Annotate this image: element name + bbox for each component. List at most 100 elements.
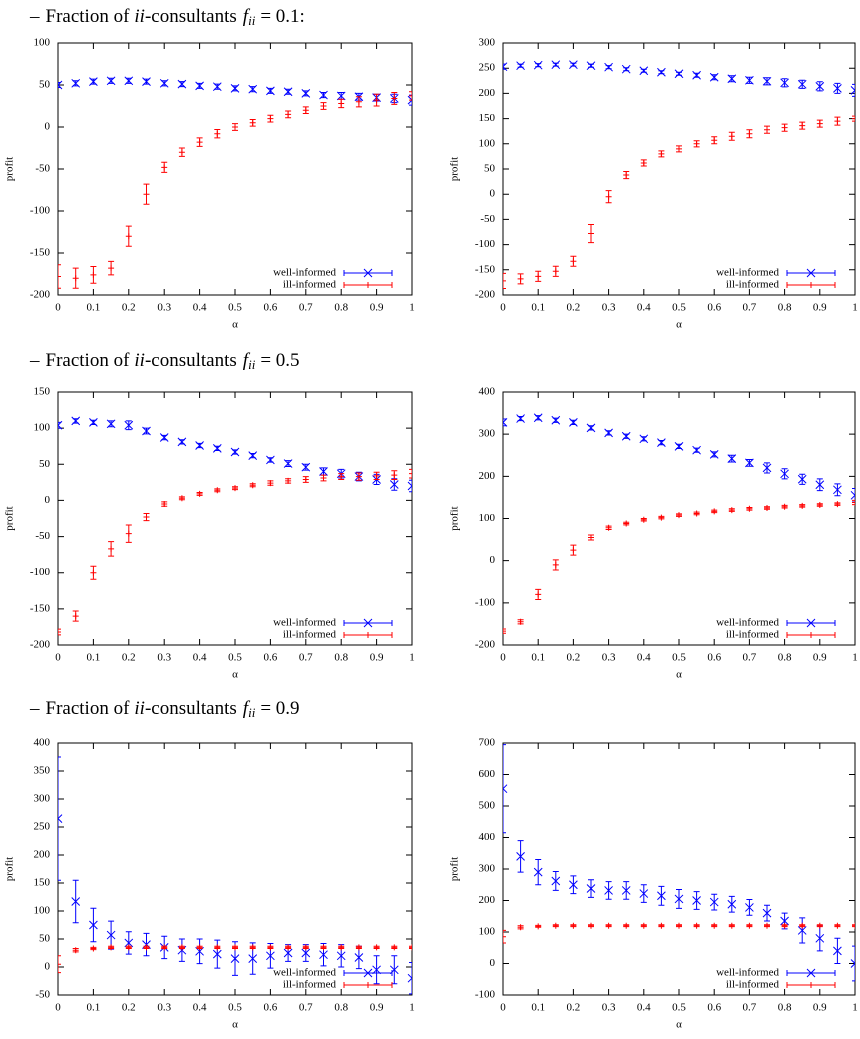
x-tick-label: 0.4 xyxy=(193,652,207,664)
data-point xyxy=(852,922,855,929)
data-point xyxy=(124,938,134,948)
chart: -50 0 50 100 150 200 250 300 350 400 0 0.1 0.2 0.3 0.4… xyxy=(4,737,415,1031)
data-point xyxy=(621,431,631,441)
plot-frame xyxy=(57,391,413,646)
chart: -200 -100 0 100 200 300 400 0 0.1 0.2 0.3 0.4 0.5 0.6… xyxy=(449,386,858,681)
data-point xyxy=(516,852,525,861)
data-point xyxy=(267,115,274,122)
x-tick-label: 0.5 xyxy=(672,652,686,664)
data-point xyxy=(570,922,577,929)
x-tick-label: 0.5 xyxy=(672,1002,686,1014)
data-point xyxy=(503,277,506,284)
chart: -100 0 100 200 300 400 500 600 700 0 0.1 0.2 0.3 0.4 0… xyxy=(449,737,858,1031)
data-point xyxy=(71,78,81,88)
y-tick-label: 150 xyxy=(34,877,51,889)
data-point xyxy=(391,472,398,479)
data-point xyxy=(692,896,701,905)
error-bar xyxy=(58,421,61,429)
x-tick-label: 0.3 xyxy=(157,652,171,664)
data-point xyxy=(623,172,630,179)
y-tick-label: -100 xyxy=(30,205,51,217)
data-point xyxy=(569,60,578,70)
y-tick-label: 50 xyxy=(39,933,51,945)
error-bar xyxy=(409,94,412,106)
data-point xyxy=(301,462,311,472)
data-point xyxy=(196,490,203,497)
x-tick-label: 0.9 xyxy=(813,1002,827,1014)
legend-label: well-informed xyxy=(273,617,336,629)
data-point xyxy=(71,897,81,906)
heading-part: – xyxy=(29,6,40,27)
data-point xyxy=(674,69,684,79)
data-point xyxy=(727,74,737,84)
data-point xyxy=(676,922,682,929)
x-tick-label: 0.5 xyxy=(228,302,242,314)
data-point xyxy=(799,122,806,129)
data-point xyxy=(746,922,753,929)
x-tick-label: 1 xyxy=(409,652,415,664)
data-point xyxy=(570,547,577,554)
x-tick-label: 0.2 xyxy=(122,302,136,314)
y-tick-label: -50 xyxy=(35,163,50,175)
data-point xyxy=(301,89,311,98)
x-tick-label: 1 xyxy=(852,1002,858,1014)
data-point xyxy=(391,944,398,951)
data-point xyxy=(232,124,238,130)
data-point xyxy=(692,70,701,80)
data-point xyxy=(762,463,772,473)
heading-part: Fraction of xyxy=(46,350,131,371)
data-point xyxy=(248,84,258,94)
x-tick-label: 0.9 xyxy=(370,302,384,314)
data-point xyxy=(161,944,168,951)
error-bar xyxy=(503,929,506,944)
data-point xyxy=(503,628,506,635)
data-point xyxy=(266,86,275,96)
x-tick-label: 0.3 xyxy=(602,1002,616,1014)
plot-area xyxy=(503,60,855,289)
data-point xyxy=(833,946,842,956)
y-tick-label: 250 xyxy=(479,62,496,74)
data-point xyxy=(283,87,293,97)
data-point xyxy=(517,618,524,625)
x-tick-label: 0.4 xyxy=(637,1002,651,1014)
data-point xyxy=(711,508,718,515)
y-tick-label: 0 xyxy=(45,494,51,506)
legend-marker xyxy=(365,282,371,288)
y-axis-label: profit xyxy=(4,857,16,881)
data-point xyxy=(657,67,666,77)
data-point xyxy=(407,95,412,105)
data-point xyxy=(58,628,61,635)
legend-marker xyxy=(365,632,371,638)
x-tick-label: 0.2 xyxy=(567,302,581,314)
data-point xyxy=(535,591,542,598)
data-point xyxy=(693,922,700,929)
heading-part: Fraction of xyxy=(46,6,131,27)
data-point xyxy=(161,501,168,508)
data-point xyxy=(762,76,772,86)
legend-label: ill-informed xyxy=(726,279,780,291)
heading-part: – xyxy=(29,350,40,371)
x-axis-label: α xyxy=(676,669,682,681)
plot-area xyxy=(58,416,412,636)
data-point xyxy=(58,273,61,280)
data-point xyxy=(552,268,559,275)
x-axis-label: α xyxy=(676,319,682,331)
error-bar xyxy=(58,756,61,881)
data-point xyxy=(834,118,841,125)
data-point xyxy=(604,886,613,895)
x-axis-label: α xyxy=(232,669,238,681)
data-point xyxy=(338,473,345,480)
data-point xyxy=(552,561,559,568)
x-tick-label: 0 xyxy=(500,652,506,664)
y-tick-label: 0 xyxy=(490,554,496,566)
y-tick-label: 250 xyxy=(34,821,51,833)
data-point xyxy=(503,933,506,940)
data-point xyxy=(177,79,187,89)
data-point xyxy=(285,477,292,484)
data-point xyxy=(850,86,855,95)
data-point xyxy=(745,75,754,85)
y-tick-label: 100 xyxy=(34,422,51,434)
data-point xyxy=(588,534,594,541)
data-point xyxy=(409,470,412,477)
